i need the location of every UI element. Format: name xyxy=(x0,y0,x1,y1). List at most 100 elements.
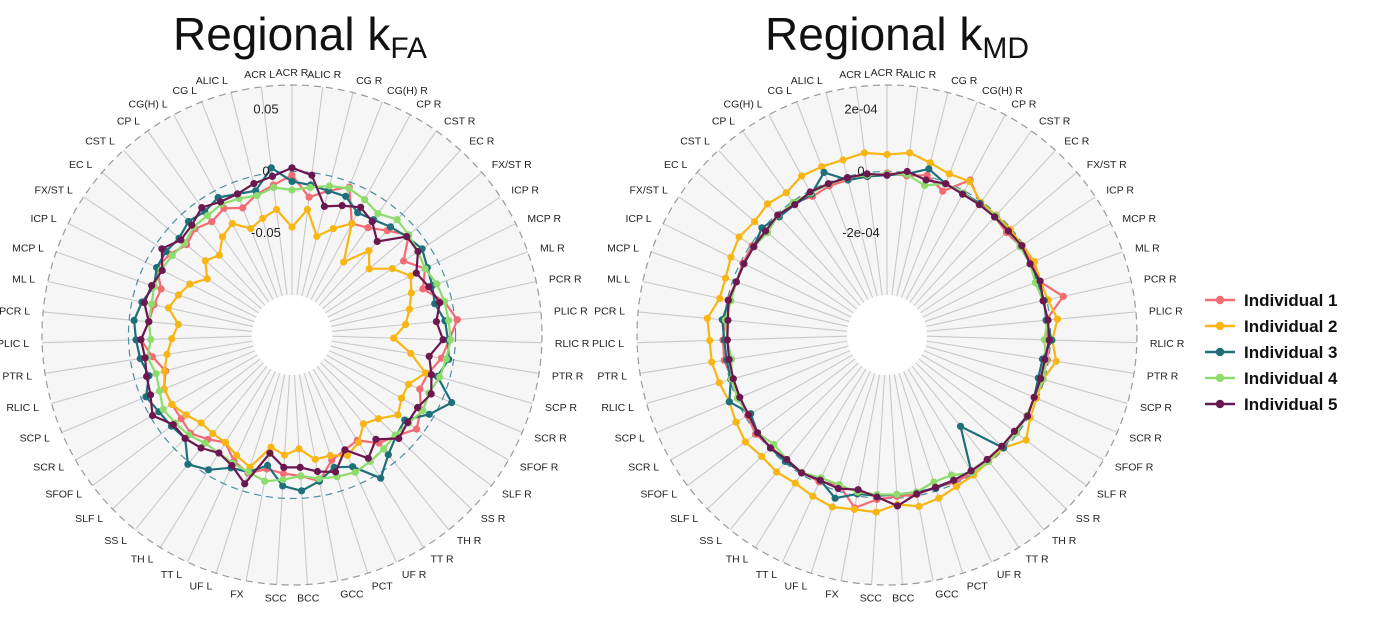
data-point xyxy=(174,320,182,329)
data-point xyxy=(228,220,236,228)
outer-boundary xyxy=(41,84,543,586)
data-point xyxy=(354,209,362,217)
data-point xyxy=(425,283,433,291)
radial-spoke xyxy=(651,251,850,323)
data-point xyxy=(724,316,732,324)
gridline-zero xyxy=(127,170,457,500)
data-point xyxy=(1044,316,1052,324)
category-label: SLF R xyxy=(502,489,532,501)
data-point xyxy=(725,355,733,364)
category-label: SS R xyxy=(481,513,506,525)
category-label: TT R xyxy=(1026,554,1050,566)
data-point xyxy=(824,180,833,188)
data-point xyxy=(403,233,411,241)
data-point xyxy=(169,421,177,429)
data-point xyxy=(372,435,380,443)
data-point xyxy=(751,218,759,226)
data-point xyxy=(373,237,381,246)
data-point xyxy=(975,201,983,209)
data-point xyxy=(413,425,421,433)
data-point xyxy=(983,455,991,464)
category-label: PTR L xyxy=(2,370,32,382)
category-label: SLF L xyxy=(670,513,698,525)
radial-spoke xyxy=(301,92,354,297)
data-point xyxy=(414,403,422,412)
data-point xyxy=(1010,427,1019,435)
outer-boundary xyxy=(636,84,1138,586)
data-point xyxy=(215,251,223,259)
data-point xyxy=(177,415,185,423)
data-point xyxy=(809,492,817,500)
radial-spoke xyxy=(293,374,308,585)
data-point xyxy=(361,196,369,204)
category-label: EC L xyxy=(69,159,93,171)
data-point xyxy=(159,405,167,413)
data-point xyxy=(158,245,166,253)
data-point xyxy=(1052,357,1060,365)
data-point xyxy=(253,192,261,200)
category-label: ACR L xyxy=(244,69,275,81)
data-point xyxy=(332,468,340,476)
data-point xyxy=(313,232,321,240)
data-point xyxy=(834,484,842,493)
category-label: MCP L xyxy=(607,243,639,255)
category-label: CG(H) L xyxy=(129,98,168,110)
data-point xyxy=(782,189,790,197)
radial-spoke xyxy=(670,354,853,461)
category-label: SS L xyxy=(699,535,722,547)
legend-label: Individual 3 xyxy=(1244,343,1338,362)
category-label: RLIC R xyxy=(1150,338,1185,350)
category-label: ALIC L xyxy=(791,75,823,87)
data-point xyxy=(412,269,420,277)
data-point xyxy=(288,186,296,194)
category-label: TT L xyxy=(756,569,778,581)
data-point xyxy=(893,502,902,510)
data-point xyxy=(906,149,914,157)
category-label: PLIC R xyxy=(554,306,588,318)
radial-spoke xyxy=(678,196,854,314)
data-point xyxy=(315,475,323,483)
data-point xyxy=(732,278,740,286)
data-point xyxy=(1037,375,1045,383)
category-label: FX/ST L xyxy=(629,185,667,197)
data-point xyxy=(143,372,151,380)
data-point xyxy=(365,265,373,273)
data-point xyxy=(740,260,748,268)
data-point xyxy=(181,434,189,443)
data-point xyxy=(850,505,859,513)
data-point xyxy=(935,494,943,502)
data-point xyxy=(148,282,156,290)
data-point xyxy=(715,379,723,387)
category-label: RLIC L xyxy=(601,402,634,414)
category-label: CG(H) L xyxy=(724,98,763,110)
data-point xyxy=(281,451,289,459)
data-point xyxy=(267,164,275,172)
series-line xyxy=(139,166,445,485)
category-label: ALIC R xyxy=(902,69,936,81)
data-point xyxy=(860,149,869,157)
data-point xyxy=(272,205,281,214)
data-point xyxy=(156,387,164,395)
data-point xyxy=(791,479,799,487)
data-point xyxy=(244,468,252,476)
radial-spoke xyxy=(810,372,876,574)
data-point xyxy=(364,224,372,232)
data-point xyxy=(393,216,401,224)
data-point xyxy=(355,438,363,447)
data-point xyxy=(414,247,422,256)
data-point xyxy=(168,335,176,343)
data-point xyxy=(735,233,743,241)
radial-spoke xyxy=(662,223,852,318)
radial-spoke xyxy=(903,371,992,563)
category-label: UF L xyxy=(785,581,808,593)
data-point xyxy=(182,411,190,419)
category-label: CG(H) R xyxy=(387,85,428,97)
data-point xyxy=(416,385,424,393)
radial-spoke xyxy=(909,130,1032,303)
data-point xyxy=(388,265,396,273)
data-point xyxy=(186,280,194,288)
radial-spoke xyxy=(639,340,848,374)
radial-spoke xyxy=(305,101,383,298)
category-label: SFOF R xyxy=(1115,462,1154,474)
radial-spoke xyxy=(925,280,1132,327)
